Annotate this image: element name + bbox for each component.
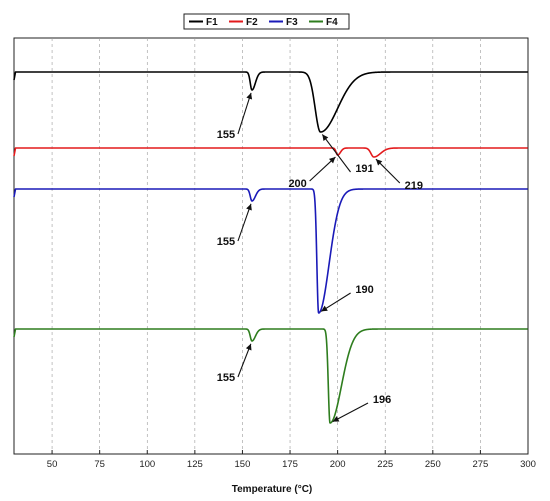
annotation-label-f1-191: 191: [355, 163, 373, 175]
series-line-f3: [13, 188, 529, 314]
annotation-arrow-f1-191: [321, 134, 351, 173]
annotation-label-f1-155: 155: [217, 129, 235, 141]
annotation-label-f3-190: 190: [355, 284, 373, 296]
legend-label-f4: F4: [326, 17, 338, 28]
x-axis: 50 75 100 125 150 175 200 225 250 275 300: [47, 450, 536, 470]
annotation-label-f3-155: 155: [217, 236, 235, 248]
x-tick-label-125: 125: [187, 459, 203, 470]
legend: F1 F2 F3 F4: [183, 13, 350, 30]
annotation-arrow-f4-196: [332, 402, 369, 423]
annotation-arrowhead-f4-155: [245, 343, 252, 351]
legend-box: [183, 13, 350, 30]
annotation-arrowhead-f2-200: [328, 157, 336, 164]
series-line-f4: [13, 328, 529, 424]
annotation-arrowhead-f1-191: [322, 134, 329, 141]
annotation-arrow-f3-155: [237, 203, 252, 242]
annotation-label-f2-219: 219: [405, 180, 423, 192]
annotation-label-f4-196: 196: [373, 394, 391, 406]
x-tick-label-75: 75: [94, 459, 105, 470]
x-tick-label-225: 225: [377, 459, 393, 470]
annotation-arrowhead-f2-219: [375, 159, 383, 166]
annotation-layer: 155 191 200 219 155 190 155 196: [217, 92, 423, 423]
x-tick-label-150: 150: [235, 459, 251, 470]
x-tick-label-250: 250: [425, 459, 441, 470]
annotation-arrowhead-f3-190: [321, 305, 328, 312]
legend-label-f2: F2: [246, 17, 258, 28]
legend-label-f3: F3: [286, 17, 298, 28]
legend-label-f1: F1: [206, 17, 218, 28]
annotation-label-f4-155: 155: [217, 372, 235, 384]
x-tick-label-175: 175: [282, 459, 298, 470]
x-tick-label-50: 50: [47, 459, 58, 470]
x-tick-label-200: 200: [330, 459, 346, 470]
series-line-f1: [13, 71, 529, 133]
annotation-label-f2-200: 200: [288, 178, 306, 190]
x-tick-label-300: 300: [520, 459, 536, 470]
series-line-f2: [13, 147, 529, 158]
annotation-arrow-f1-155: [237, 92, 252, 135]
annotation-arrowhead-f4-196: [332, 416, 340, 422]
x-tick-label-100: 100: [139, 459, 155, 470]
plot-frame: [13, 37, 529, 455]
x-tick-label-275: 275: [472, 459, 488, 470]
annotation-arrowhead-f1-155: [246, 92, 253, 100]
grid-lines: [51, 38, 481, 454]
annotation-arrowhead-f3-155: [246, 203, 252, 211]
x-axis-title: Temperature (°C): [232, 484, 313, 495]
series-layer: [13, 71, 529, 424]
